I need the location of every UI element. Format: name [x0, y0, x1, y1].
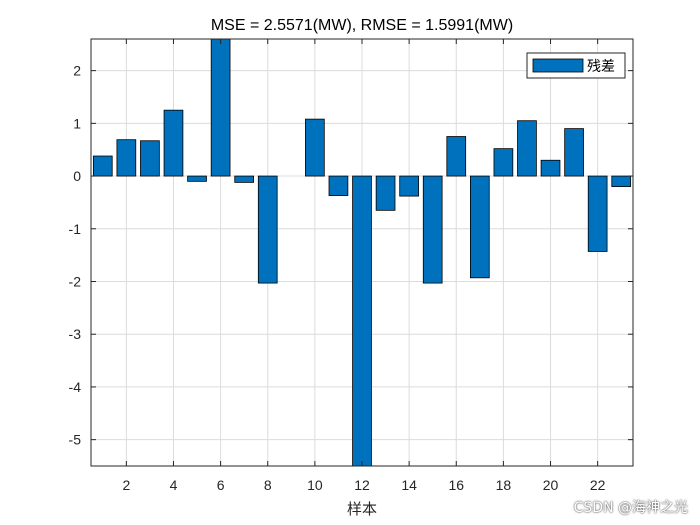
y-tick-label: -2: [69, 273, 82, 289]
bar-18: [493, 148, 514, 177]
bar-5: [187, 175, 207, 182]
x-axis-label: 样本: [347, 500, 377, 518]
y-tick-label: 2: [73, 63, 81, 79]
y-tick-label: -1: [69, 221, 82, 237]
y-tick-label: 0: [73, 168, 81, 184]
x-tick-label: 12: [354, 477, 370, 493]
legend-swatch: [532, 58, 584, 73]
x-tick-label: 14: [401, 477, 417, 493]
legend-label: 残差: [587, 59, 615, 75]
bar-13: [375, 175, 396, 211]
bar-22: [587, 175, 608, 252]
bar-16: [446, 136, 467, 177]
x-tick-label: 8: [264, 477, 272, 493]
bar-1: [92, 155, 113, 177]
bar-4: [163, 109, 184, 177]
bar-23: [611, 175, 632, 188]
y-tick-label: -3: [69, 326, 82, 342]
x-tick-label: 4: [170, 477, 178, 493]
y-tick-label: -4: [69, 379, 82, 395]
bar-8: [257, 175, 278, 284]
bar-17: [469, 175, 490, 279]
y-tick-label: 1: [73, 115, 81, 131]
bar-10: [305, 118, 325, 177]
bar-3: [140, 140, 160, 177]
bar-6: [210, 38, 231, 177]
x-tick-label: 18: [496, 477, 512, 493]
bar-21: [564, 128, 584, 177]
x-tick-label: 2: [122, 477, 130, 493]
watermark: CSDN @海神之光: [573, 500, 688, 516]
bar-20: [540, 159, 561, 177]
bar-19: [517, 120, 537, 177]
bar-2: [116, 139, 137, 177]
y-tick-label: -5: [69, 432, 82, 448]
x-tick-label: 16: [448, 477, 464, 493]
x-tick-label: 22: [590, 477, 606, 493]
bar-12: [352, 175, 372, 467]
bar-15: [422, 175, 443, 284]
bar-7: [234, 175, 255, 183]
bar-11: [328, 175, 349, 196]
x-tick-label: 20: [543, 477, 559, 493]
legend: 残差: [526, 52, 626, 79]
x-tick-label: 6: [217, 477, 225, 493]
x-tick-label: 10: [307, 477, 323, 493]
bar-14: [399, 175, 419, 197]
chart-title: MSE = 2.5571(MW), RMSE = 1.5991(MW): [211, 17, 513, 34]
bars: [92, 38, 632, 467]
